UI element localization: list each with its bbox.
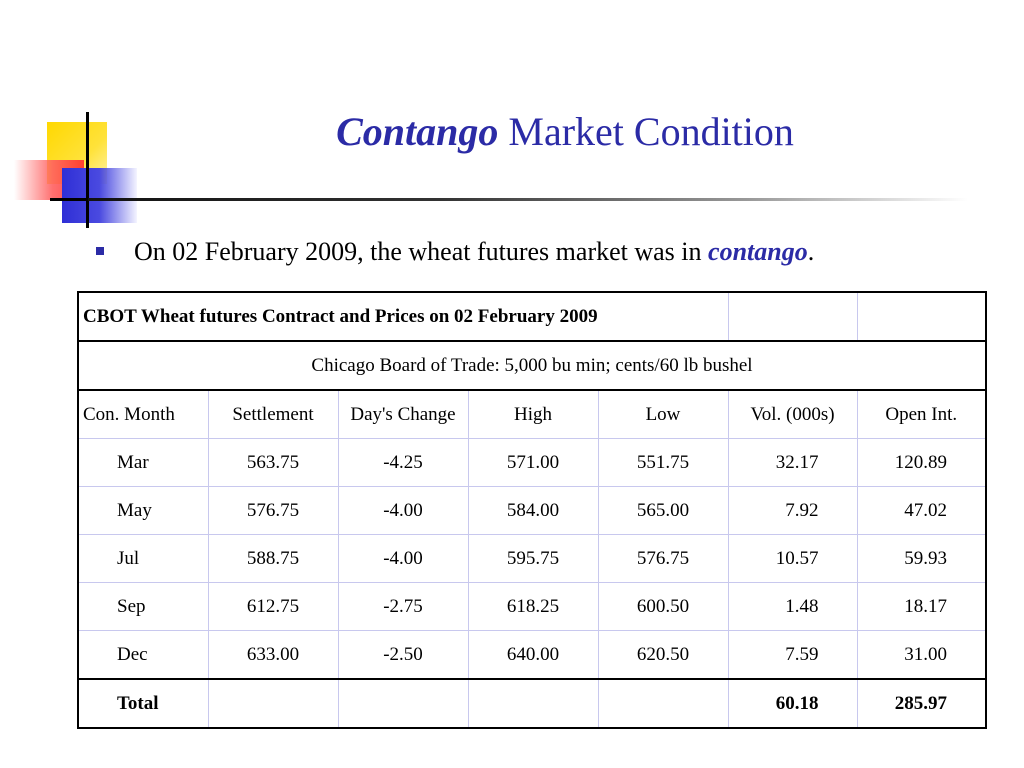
futures-price-table: CBOT Wheat futures Contract and Prices o… [77,291,987,729]
table-subtitle-row: Chicago Board of Trade: 5,000 bu min; ce… [77,340,987,391]
cell-settlement: 588.75 [207,534,339,583]
bullet-text: On 02 February 2009, the wheat futures m… [134,237,709,266]
cell-volume: 7.92 [727,486,858,535]
cell-empty [597,678,729,729]
title-underline-rule [88,198,968,201]
cell-open-interest: 31.00 [856,630,987,680]
table-row: May 576.75 -4.00 584.00 565.00 7.92 47.0… [77,486,987,535]
column-header: Open Int. [856,389,987,439]
table-row: Dec 633.00 -2.50 640.00 620.50 7.59 31.0… [77,630,987,680]
column-header: Con. Month [77,389,209,439]
cell-high: 595.75 [467,534,599,583]
cell-open-interest: 47.02 [856,486,987,535]
decorative-corner-graphic [0,0,160,240]
cell-month: Jul [77,534,209,583]
cell-change: -4.00 [337,534,469,583]
table-subtitle: Chicago Board of Trade: 5,000 bu min; ce… [77,340,987,391]
table-row: Sep 612.75 -2.75 618.25 600.50 1.48 18.1… [77,582,987,631]
table-title-empty-cell [856,291,987,342]
slide-title-rest: Market Condition [498,109,794,154]
cell-low: 600.50 [597,582,729,631]
cell-settlement: 633.00 [207,630,339,680]
cell-change: -4.00 [337,486,469,535]
cell-low: 620.50 [597,630,729,680]
cell-low: 565.00 [597,486,729,535]
cell-empty [337,678,469,729]
cell-volume: 32.17 [727,438,858,487]
vertical-line-decor [86,112,89,228]
cell-total-open-interest: 285.97 [856,678,987,729]
table-row: Mar 563.75 -4.25 571.00 551.75 32.17 120… [77,438,987,487]
cell-month: Dec [77,630,209,680]
cell-open-interest: 120.89 [856,438,987,487]
column-header: Settlement [207,389,339,439]
cell-high: 584.00 [467,486,599,535]
column-header: Low [597,389,729,439]
column-header: Day's Change [337,389,469,439]
bullet-emphasis: contango [708,237,808,266]
cell-change: -2.75 [337,582,469,631]
cell-open-interest: 18.17 [856,582,987,631]
cell-settlement: 612.75 [207,582,339,631]
table-header-row: Con. Month Settlement Day's Change High … [77,389,987,439]
table-title-row: CBOT Wheat futures Contract and Prices o… [77,291,987,342]
square-bullet-icon [96,247,104,256]
cell-month: Sep [77,582,209,631]
cell-high: 571.00 [467,438,599,487]
column-header: High [467,389,599,439]
cell-settlement: 563.75 [207,438,339,487]
cell-volume: 7.59 [727,630,858,680]
cell-change: -4.25 [337,438,469,487]
cell-open-interest: 59.93 [856,534,987,583]
table-title-empty-cell [727,291,858,342]
slide-title: Contango Market Condition [250,108,880,156]
cell-empty [467,678,599,729]
cell-volume: 1.48 [727,582,858,631]
cell-total-label: Total [77,678,209,729]
cell-high: 618.25 [467,582,599,631]
blue-square-decor [62,168,137,223]
slide-title-emphasis: Contango [336,109,499,154]
bullet-tail: . [807,237,815,266]
cell-change: -2.50 [337,630,469,680]
cell-month: May [77,486,209,535]
cell-total-volume: 60.18 [727,678,858,729]
cell-low: 551.75 [597,438,729,487]
cell-volume: 10.57 [727,534,858,583]
cell-empty [207,678,339,729]
table-title: CBOT Wheat futures Contract and Prices o… [77,291,729,342]
table-row: Jul 588.75 -4.00 595.75 576.75 10.57 59.… [77,534,987,583]
cell-settlement: 576.75 [207,486,339,535]
cell-high: 640.00 [467,630,599,680]
cell-low: 576.75 [597,534,729,583]
bullet-point: On 02 February 2009, the wheat futures m… [96,236,814,268]
table-total-row: Total 60.18 285.97 [77,678,987,729]
column-header: Vol. (000s) [727,389,858,439]
cell-month: Mar [77,438,209,487]
